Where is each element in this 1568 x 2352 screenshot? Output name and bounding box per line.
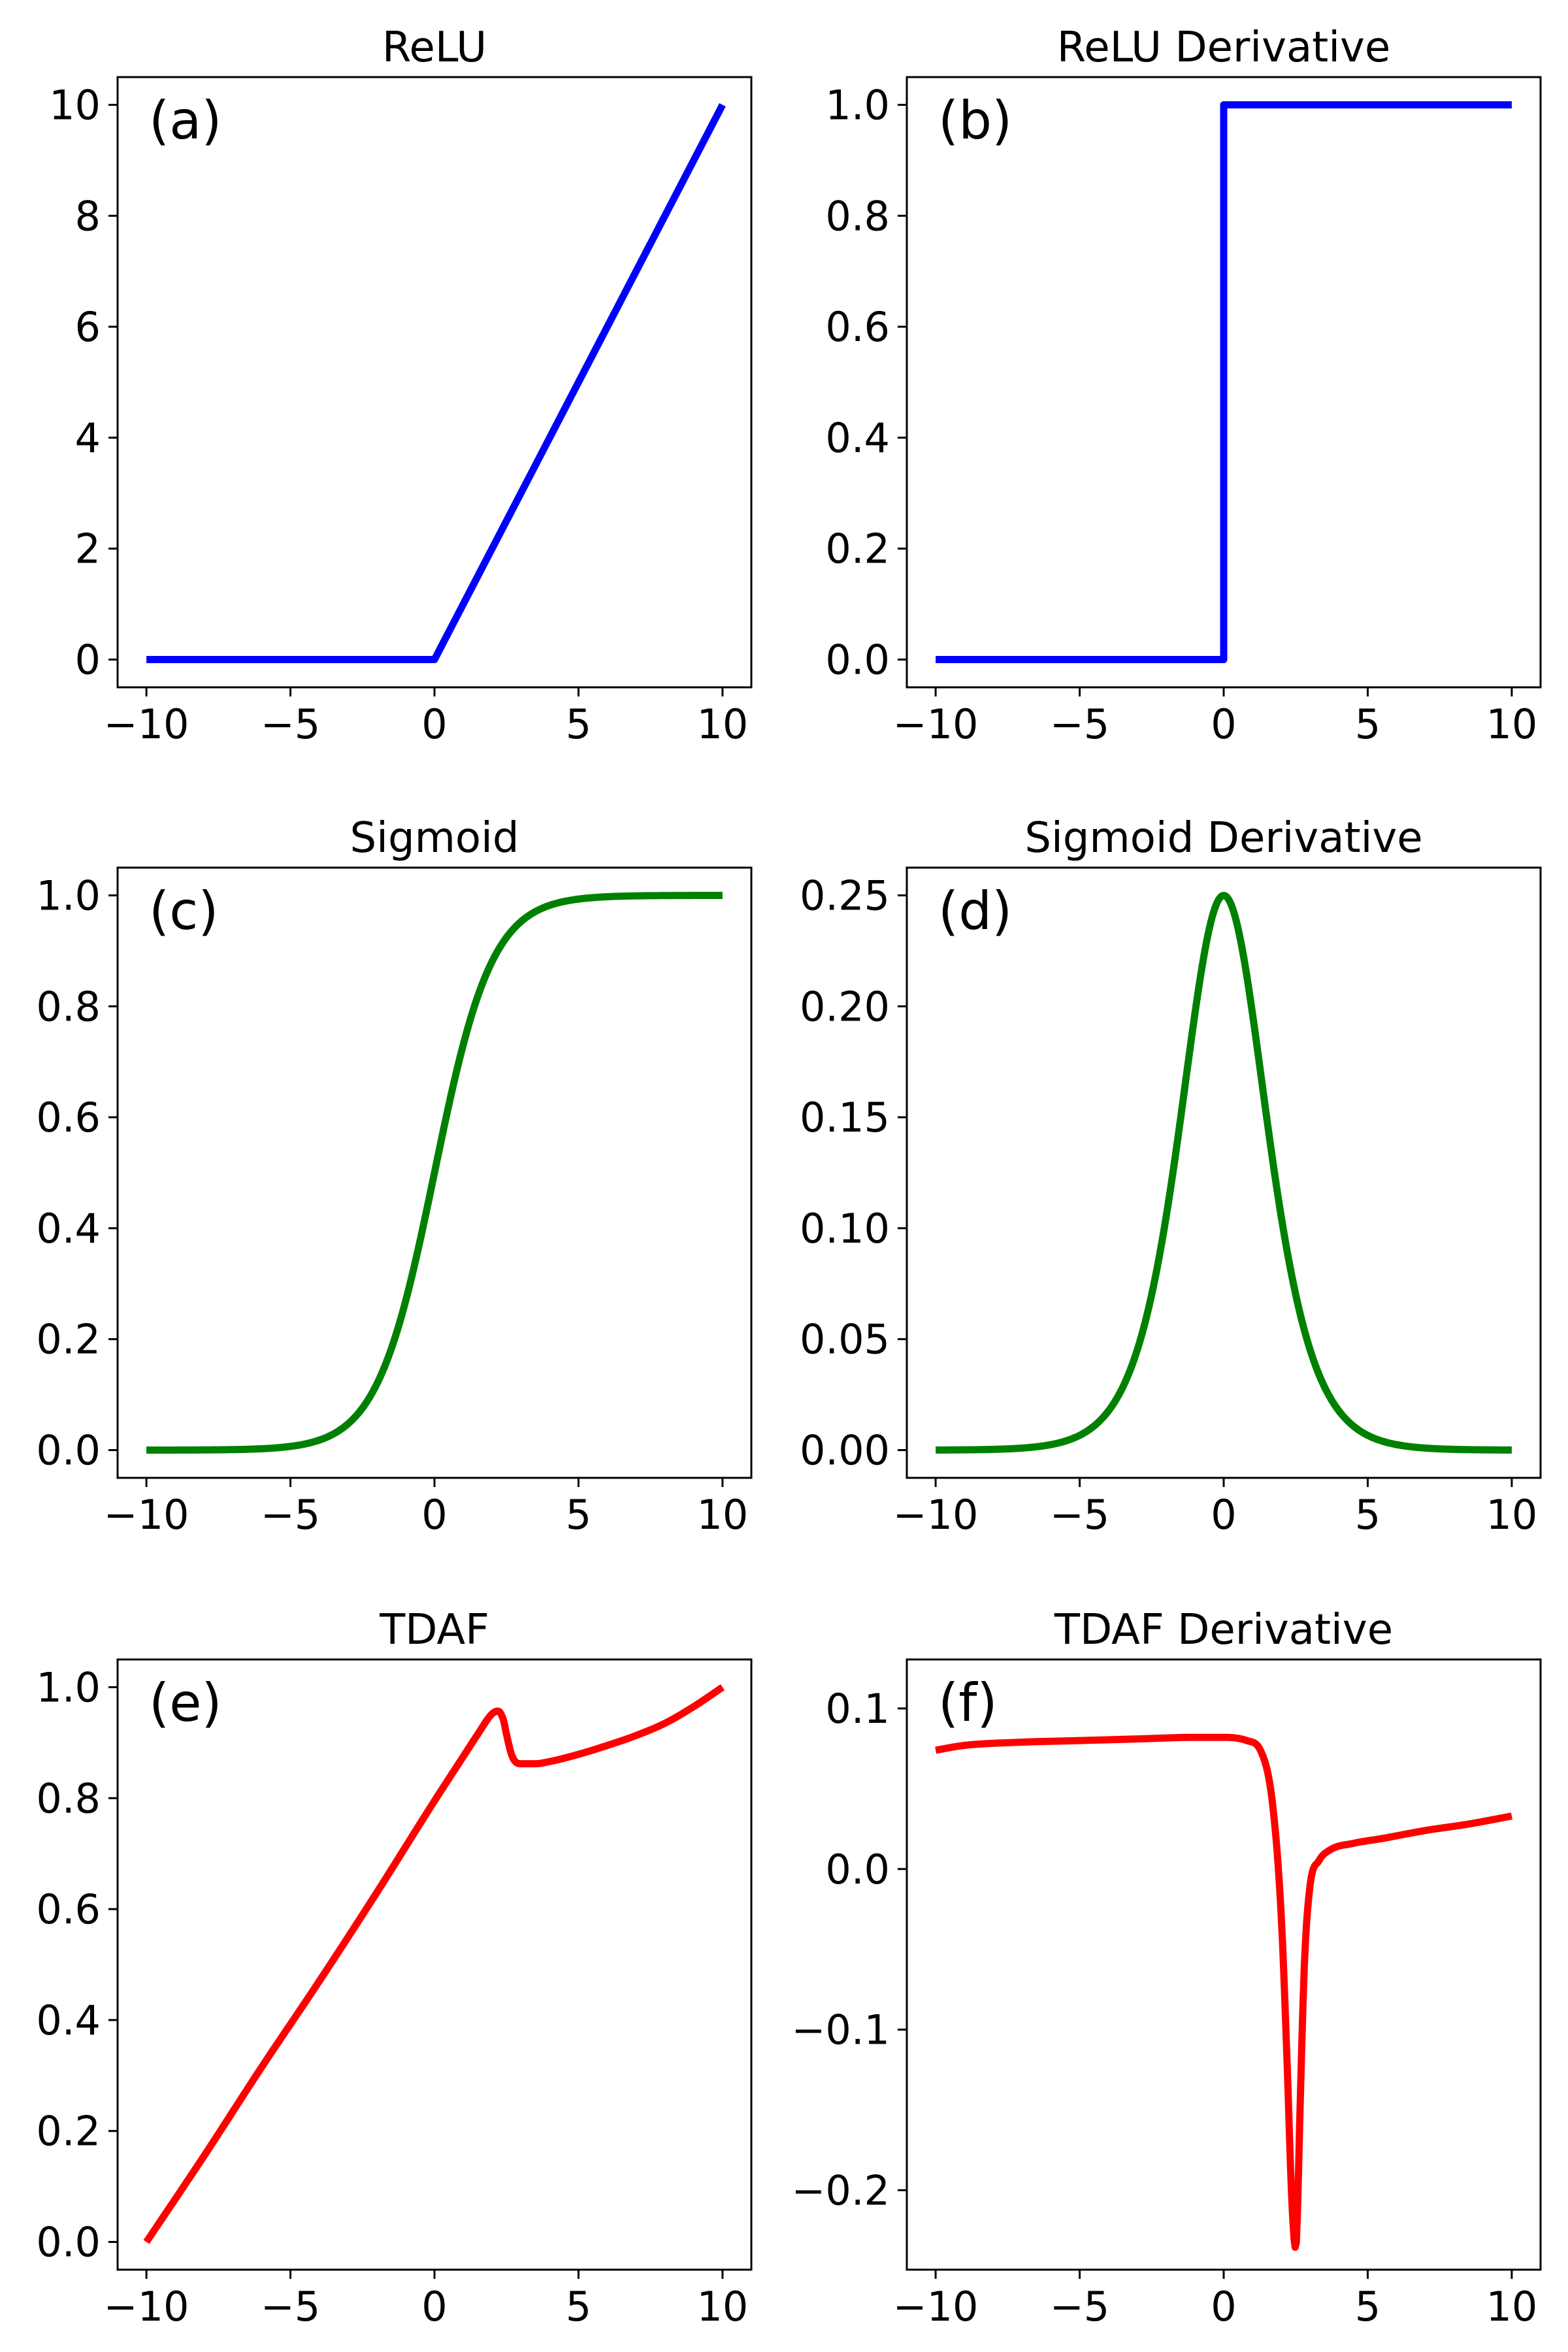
series-line-a: [144, 103, 726, 664]
x-tick-label: −10: [893, 2283, 979, 2330]
x-tick-label: 0: [421, 700, 447, 748]
x-tick-label: −5: [261, 2283, 320, 2330]
panel-f: −10 −5 0 5 10 −0.2 −0.1 0.0 0.1 TDAF Derivative (f…: [791, 1606, 1542, 2330]
y-tick-label: 1.0: [36, 1663, 101, 1711]
panel-label-b: (b): [938, 90, 1012, 151]
x-tick-label: −10: [104, 700, 189, 748]
panel-a: −10 −5 0 5 10 0 2 4 6 8 10 ReLU (a): [49, 24, 753, 748]
x-tick-label: −10: [104, 2283, 189, 2330]
y-tick-label: 0.15: [800, 1094, 890, 1141]
y-tick-label: 0.2: [825, 525, 890, 573]
x-tick-label: 5: [1355, 700, 1380, 748]
x-tick-label: 0: [1211, 2283, 1236, 2330]
y-tick-label: 0.0: [36, 2219, 101, 2266]
panel-title-f: TDAF Derivative: [1054, 1606, 1393, 1654]
y-tick-label: 0.8: [36, 983, 101, 1030]
panel-label-f: (f): [938, 1673, 998, 1733]
y-tick-label: 0.6: [36, 1094, 101, 1141]
panel-title-b: ReLU Derivative: [1057, 24, 1391, 72]
y-tick-label: −0.2: [791, 2166, 890, 2214]
y-tick-label: 0.10: [800, 1205, 890, 1252]
panel-label-e: (e): [149, 1673, 222, 1733]
y-tick-label: 10: [49, 81, 101, 129]
x-tick-label: 10: [1486, 700, 1537, 748]
x-tick-label: 10: [696, 2283, 748, 2330]
x-tick-label: 5: [566, 2283, 591, 2330]
y-tick-label: 0.05: [800, 1316, 890, 1364]
y-tick-label: 0.4: [36, 1205, 101, 1252]
y-tick-label: 0.2: [36, 1316, 101, 1364]
y-tick-label: 0.6: [36, 1886, 101, 1933]
panel-d: −10 −5 0 5 10 0.00 0.05 0.10 0.15 0.20 0.25 Sigmoid…: [800, 814, 1542, 1539]
series-line-e: [143, 1684, 725, 2244]
y-tick-label: −0.1: [791, 2006, 890, 2054]
x-tick-label: −10: [104, 1491, 189, 1539]
x-tick-label: 0: [1211, 1491, 1236, 1539]
x-tick-label: −5: [1050, 2283, 1109, 2330]
panel-c: −10 −5 0 5 10 0.0 0.2 0.4 0.6 0.8 1.0 Sigmoid (c): [36, 814, 753, 1539]
x-tick-label: −5: [1050, 700, 1109, 748]
y-tick-label: 0.4: [36, 1997, 101, 2044]
series-line-b: [936, 101, 1512, 664]
y-tick-label: 0: [75, 636, 101, 684]
panel-label-d: (d): [938, 881, 1012, 941]
y-tick-label: 2: [75, 525, 101, 573]
y-tick-label: 8: [75, 192, 101, 240]
panel-label-c: (c): [149, 881, 218, 941]
y-tick-label: 4: [75, 414, 101, 462]
series-line-f: [933, 1733, 1514, 2251]
x-tick-label: 5: [566, 700, 591, 748]
x-tick-label: −5: [1050, 1491, 1109, 1539]
y-tick-label: 0.1: [825, 1685, 890, 1733]
x-tick-label: 5: [1355, 1491, 1380, 1539]
y-tick-label: 0.25: [800, 872, 890, 919]
y-tick-label: 0.2: [36, 2108, 101, 2155]
panel-label-a: (a): [149, 90, 221, 151]
panel-b: −10 −5 0 5 10 0.0 0.2 0.4 0.6 0.8 1.0 ReLU Derivati…: [825, 24, 1542, 748]
y-tick-label: 0.8: [825, 192, 890, 240]
x-tick-label: −5: [261, 1491, 320, 1539]
x-tick-label: 0: [421, 1491, 447, 1539]
panel-title-a: ReLU: [382, 24, 487, 72]
x-tick-label: 10: [696, 700, 748, 748]
y-tick-label: 1.0: [36, 872, 101, 919]
panel-title-c: Sigmoid: [350, 814, 519, 862]
x-tick-label: 5: [566, 1491, 591, 1539]
x-tick-label: 0: [1211, 700, 1236, 748]
x-tick-label: 5: [1355, 2283, 1380, 2330]
y-tick-label: 0.8: [36, 1774, 101, 1822]
panel-title-d: Sigmoid Derivative: [1024, 814, 1422, 862]
series-line-d: [933, 891, 1514, 1454]
x-tick-label: 0: [421, 2283, 447, 2330]
y-tick-label: 0.0: [36, 1427, 101, 1475]
panel-e: −10 −5 0 5 10 0.0 0.2 0.4 0.6 0.8 1.0 TDAF (e): [36, 1606, 753, 2330]
x-tick-label: 10: [696, 1491, 748, 1539]
x-tick-label: −5: [261, 700, 320, 748]
y-tick-label: 0.4: [825, 414, 890, 462]
x-tick-label: −10: [893, 1491, 979, 1539]
y-tick-label: 1.0: [825, 81, 890, 129]
y-tick-label: 0.0: [825, 636, 890, 684]
y-tick-label: 0.20: [800, 983, 890, 1030]
y-tick-label: 0.6: [825, 303, 890, 351]
x-tick-label: 10: [1486, 2283, 1537, 2330]
x-tick-label: 10: [1486, 1491, 1537, 1539]
y-tick-label: 0.0: [825, 1846, 890, 1893]
panel-title-e: TDAF: [379, 1606, 489, 1654]
series-line-c: [144, 891, 725, 1454]
x-tick-label: −10: [893, 700, 979, 748]
y-tick-label: 0.00: [800, 1427, 890, 1475]
y-tick-label: 6: [75, 303, 101, 351]
